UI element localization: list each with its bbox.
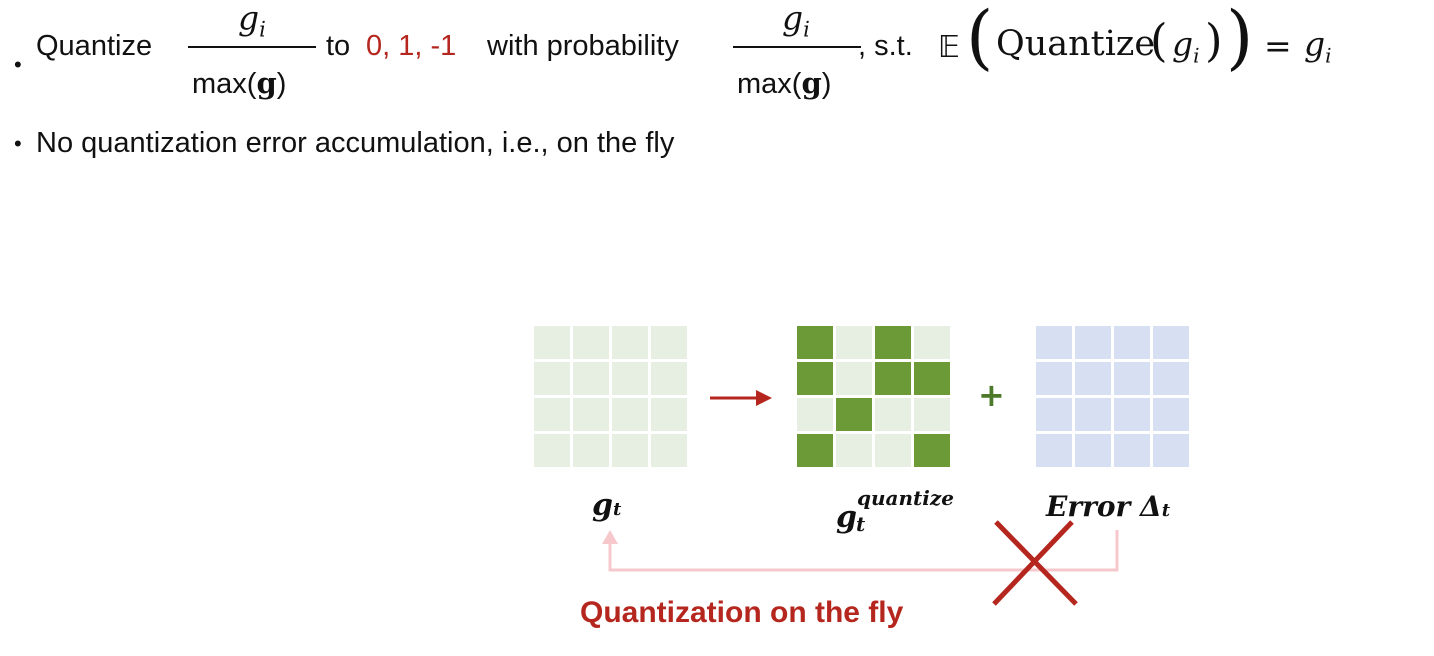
quantize-word: Quantize [36, 30, 153, 62]
frac1-numerator: gi [238, 0, 266, 42]
outer-paren-right: ) [1226, 0, 1254, 78]
outer-paren-left: ( [966, 0, 994, 78]
quantized-cell [914, 398, 950, 431]
label-g-quantize: g [836, 500, 857, 535]
quantized-values: 0, 1, -1 [366, 30, 457, 62]
quantize-function: Quantize [996, 24, 1156, 64]
quantized-cell [875, 362, 911, 395]
grid-cell [534, 434, 570, 467]
expectation-symbol: 𝔼 [938, 30, 960, 65]
grid-cell [573, 362, 609, 395]
red-arrow-icon [710, 390, 772, 406]
error-cell [1036, 434, 1072, 467]
inner-paren-left: ( [1150, 14, 1168, 67]
inner-paren-right: ) [1205, 14, 1223, 67]
error-cell [1114, 326, 1150, 359]
error-cell [1153, 362, 1189, 395]
error-cell [1153, 398, 1189, 431]
grid-cell [612, 434, 648, 467]
quantized-cell [875, 398, 911, 431]
grid-cell [651, 434, 687, 467]
quantized-cell [797, 326, 833, 359]
error-cell [1114, 398, 1150, 431]
bullet-marker-2: • [14, 131, 22, 156]
label-g-quantize-sub: t [856, 512, 866, 536]
quantized-cell [914, 326, 950, 359]
equals-sign: = [1264, 26, 1292, 65]
error-cell [1036, 326, 1072, 359]
quantized-cell [797, 434, 833, 467]
with-probability-text: with probability [487, 30, 679, 62]
caption-quantization-on-the-fly: Quantization on the fly [580, 596, 904, 629]
quantized-cell [914, 434, 950, 467]
feedback-path [602, 530, 1119, 572]
grid-cell [573, 434, 609, 467]
error-cell [1153, 326, 1189, 359]
bullet-2-text: No quantization error accumulation, i.e.… [36, 127, 675, 159]
plus-sign: + [978, 376, 1005, 414]
error-cell [1075, 362, 1111, 395]
error-cell [1114, 362, 1150, 395]
quantized-cell [797, 362, 833, 395]
grid-cell [534, 362, 570, 395]
gradient-grid [534, 326, 687, 467]
grid-cell [573, 326, 609, 359]
grid-cell [612, 398, 648, 431]
error-cell [1075, 398, 1111, 431]
error-cell [1153, 434, 1189, 467]
error-grid [1036, 326, 1189, 467]
grid-cell [651, 362, 687, 395]
frac2-bar [733, 46, 861, 48]
grid-cell [534, 398, 570, 431]
quantized-cell [875, 326, 911, 359]
to-word: to [326, 30, 351, 62]
bullet-marker-1: • [14, 52, 22, 77]
cross-icon [992, 520, 1078, 606]
quantized-cell [875, 434, 911, 467]
grid-cell [573, 398, 609, 431]
grid-cell [612, 362, 648, 395]
grid-cell [534, 326, 570, 359]
error-cell [1075, 434, 1111, 467]
label-g-t: gt [592, 488, 622, 523]
quantized-cell [914, 362, 950, 395]
label-error-delta: Error Δt [1046, 490, 1171, 523]
grid-cell [612, 326, 648, 359]
quantized-cell [797, 398, 833, 431]
grid-cell [651, 398, 687, 431]
quantized-gradient-grid [797, 326, 950, 467]
error-cell [1114, 434, 1150, 467]
quantized-cell [836, 362, 872, 395]
frac2-denominator: max(g) [737, 66, 832, 100]
st-text: , s.t. [858, 30, 913, 62]
quantized-cell [836, 434, 872, 467]
quantized-cell [836, 398, 872, 431]
frac1-denominator: max(g) [192, 66, 287, 100]
quantized-cell [836, 326, 872, 359]
error-cell [1036, 398, 1072, 431]
frac1-bar [188, 46, 316, 48]
label-g-quantize-sup: quantize [857, 486, 954, 510]
error-cell [1036, 362, 1072, 395]
rhs-g-i: gi [1304, 24, 1332, 68]
error-cell [1075, 326, 1111, 359]
frac2-numerator: gi [782, 0, 810, 42]
grid-cell [651, 326, 687, 359]
expr-g-i: gi [1172, 24, 1200, 68]
